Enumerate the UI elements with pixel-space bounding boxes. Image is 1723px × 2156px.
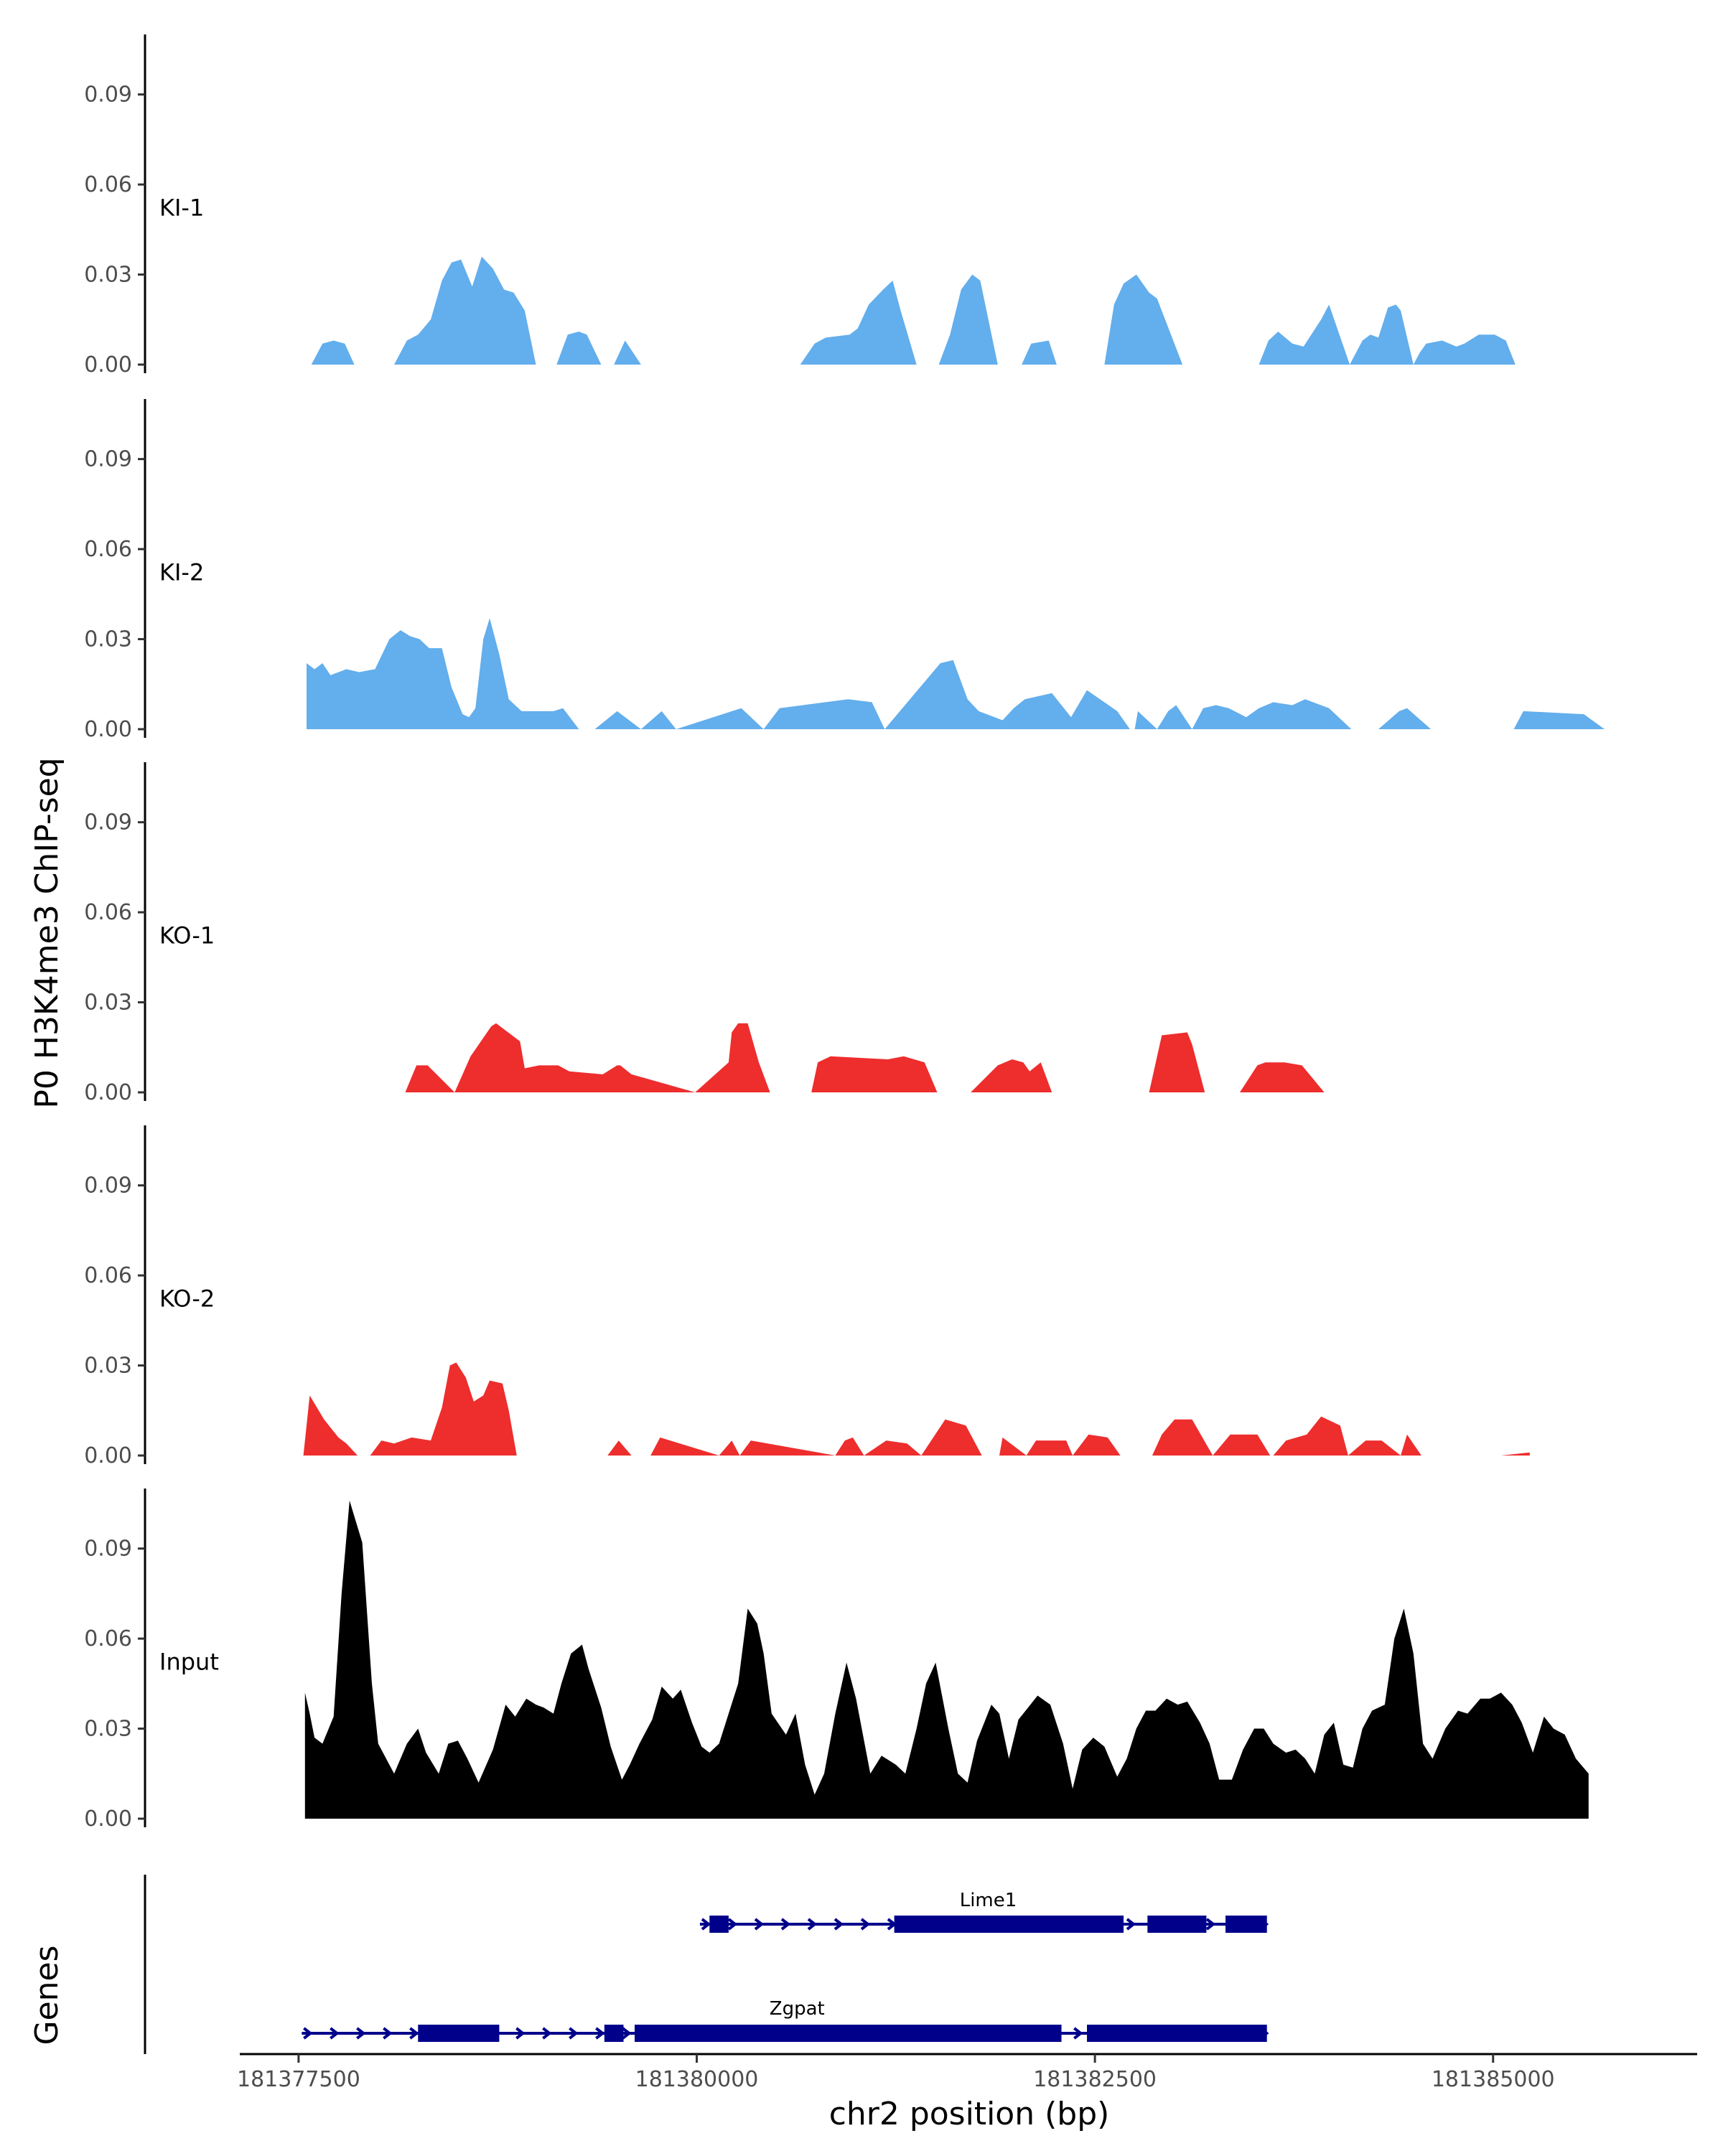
track-ki-2: 0.00 0.03 0.06 0.09 KI-2 xyxy=(84,399,1619,742)
y-tick-label: 0.06 xyxy=(84,1263,132,1288)
y-tick-label: 0.03 xyxy=(84,263,132,288)
x-tick-label: 181382500 xyxy=(1033,2067,1157,2092)
gene-exon xyxy=(635,2025,1062,2042)
gene-label: Lime1 xyxy=(960,1890,1017,1911)
strand-arrow xyxy=(701,1918,711,1931)
gene-exon xyxy=(1087,2025,1267,2042)
gene-lime1: Lime1 xyxy=(699,1890,1269,1933)
area-ki-1 xyxy=(311,256,1557,365)
y-tick-label: 0.03 xyxy=(84,1354,132,1379)
y-tick-label: 0.06 xyxy=(84,537,132,562)
track-input: 0.00 0.03 0.06 0.09 Input xyxy=(84,1489,1589,1832)
area-ki-2 xyxy=(307,618,1619,729)
x-tick-label: 181385000 xyxy=(1432,2067,1555,2092)
area-ko-2 xyxy=(303,1362,1530,1456)
y-tick-label: 0.03 xyxy=(84,627,132,652)
strand-arrow xyxy=(303,2027,313,2040)
gene-exon xyxy=(709,1916,729,1933)
strand-arrow xyxy=(595,2027,605,2040)
y-tick-label: 0.09 xyxy=(84,83,132,108)
y-tick-label: 0.00 xyxy=(84,1080,132,1105)
x-axis: 181377500 181380000 181382500 181385000 xyxy=(237,2053,1697,2092)
strand-arrow xyxy=(834,1918,844,1931)
y-tick-label: 0.09 xyxy=(84,1173,132,1199)
y-tick-label: 0.00 xyxy=(84,717,132,742)
y-tick-label: 0.00 xyxy=(84,1806,132,1832)
y-tick-label: 0.03 xyxy=(84,990,132,1016)
y-tick-label: 0.06 xyxy=(84,900,132,925)
strand-arrow xyxy=(515,2027,526,2040)
y-tick-label: 0.09 xyxy=(84,447,132,472)
gene-zgpat: Zgpat xyxy=(302,1998,1269,2042)
strand-arrow xyxy=(807,1918,818,1931)
strand-arrow xyxy=(569,2027,579,2040)
area-input xyxy=(304,1500,1589,1819)
strand-arrow xyxy=(1205,1918,1216,1931)
x-tick-label: 181380000 xyxy=(635,2067,759,2092)
strand-arrow xyxy=(622,2027,632,2040)
y-tick-label: 0.00 xyxy=(84,1443,132,1468)
strand-arrow xyxy=(409,2027,419,2040)
track-ko-2: 0.00 0.03 0.06 0.09 KO-2 xyxy=(84,1125,1530,1468)
gene-exon xyxy=(418,2025,500,2042)
strand-arrow xyxy=(542,2027,552,2040)
gene-exon xyxy=(604,2025,624,2042)
gene-exon xyxy=(1147,1916,1207,1933)
track-ko-1: 0.00 0.03 0.06 0.09 KO-1 xyxy=(84,762,1336,1105)
y-axis-title: P0 H3K4me3 ChIP-seq xyxy=(29,757,65,1108)
track-label: KO-2 xyxy=(159,1285,215,1313)
x-axis-title: chr2 position (bp) xyxy=(829,2096,1110,2132)
y-tick-label: 0.00 xyxy=(84,352,132,378)
y-tick-label: 0.03 xyxy=(84,1717,132,1742)
track-ki-1: 0.00 0.03 0.06 0.09 KI-1 xyxy=(84,34,1557,378)
gene-panel: Lime1 Zgpat xyxy=(144,1875,1269,2054)
strand-arrow xyxy=(727,1918,738,1931)
area-ko-1 xyxy=(405,1023,1336,1092)
y-tick-label: 0.09 xyxy=(84,1537,132,1562)
strand-arrow xyxy=(1126,1918,1136,1931)
y-tick-label: 0.06 xyxy=(84,172,132,197)
track-label: KI-2 xyxy=(159,559,204,586)
strand-arrow xyxy=(356,2027,366,2040)
gene-label: Zgpat xyxy=(770,1998,825,2020)
gene-exon xyxy=(894,1916,1124,1933)
strand-arrow xyxy=(1073,2027,1083,2040)
strand-arrow xyxy=(383,2027,393,2040)
strand-arrow xyxy=(754,1918,765,1931)
track-label: KI-1 xyxy=(159,194,204,222)
track-label: Input xyxy=(159,1649,219,1676)
y-tick-label: 0.09 xyxy=(84,810,132,835)
gene-exon xyxy=(1225,1916,1267,1933)
x-tick-label: 181377500 xyxy=(237,2067,360,2092)
y-tick-label: 0.06 xyxy=(84,1626,132,1651)
genes-axis-title: Genes xyxy=(29,1945,65,2045)
strand-arrow xyxy=(860,1918,871,1931)
strand-arrow xyxy=(330,2027,340,2040)
track-label: KO-1 xyxy=(159,922,215,950)
strand-arrow xyxy=(780,1918,791,1931)
track-panels: 0.00 0.03 0.06 0.09 KI-1 0.00 0.03 0.06 0.09 KI-2… xyxy=(84,34,1619,1832)
